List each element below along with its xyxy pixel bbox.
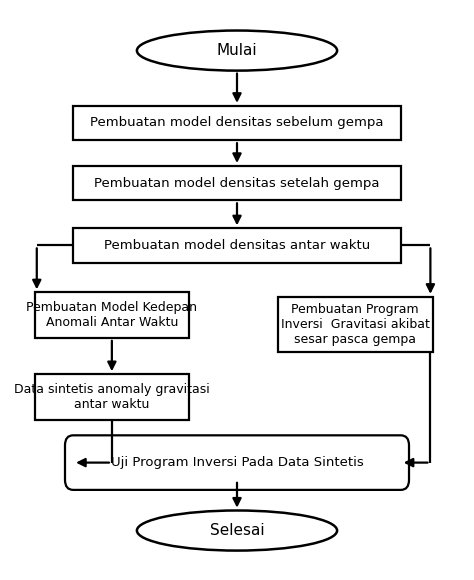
Text: Pembuatan model densitas antar waktu: Pembuatan model densitas antar waktu xyxy=(104,239,370,252)
Text: Selesai: Selesai xyxy=(210,523,264,538)
Text: Data sintetis anomaly gravitasi
antar waktu: Data sintetis anomaly gravitasi antar wa… xyxy=(14,383,210,411)
Text: Uji Program Inversi Pada Data Sintetis: Uji Program Inversi Pada Data Sintetis xyxy=(110,456,364,469)
Text: Pembuatan model densitas sebelum gempa: Pembuatan model densitas sebelum gempa xyxy=(90,117,384,129)
Text: Pembuatan Model Kedepan
Anomali Antar Waktu: Pembuatan Model Kedepan Anomali Antar Wa… xyxy=(27,301,197,329)
Text: Mulai: Mulai xyxy=(217,43,257,58)
Text: Pembuatan Program
Inversi  Gravitasi akibat
sesar pasca gempa: Pembuatan Program Inversi Gravitasi akib… xyxy=(281,303,430,346)
Text: Pembuatan model densitas setelah gempa: Pembuatan model densitas setelah gempa xyxy=(94,176,380,190)
